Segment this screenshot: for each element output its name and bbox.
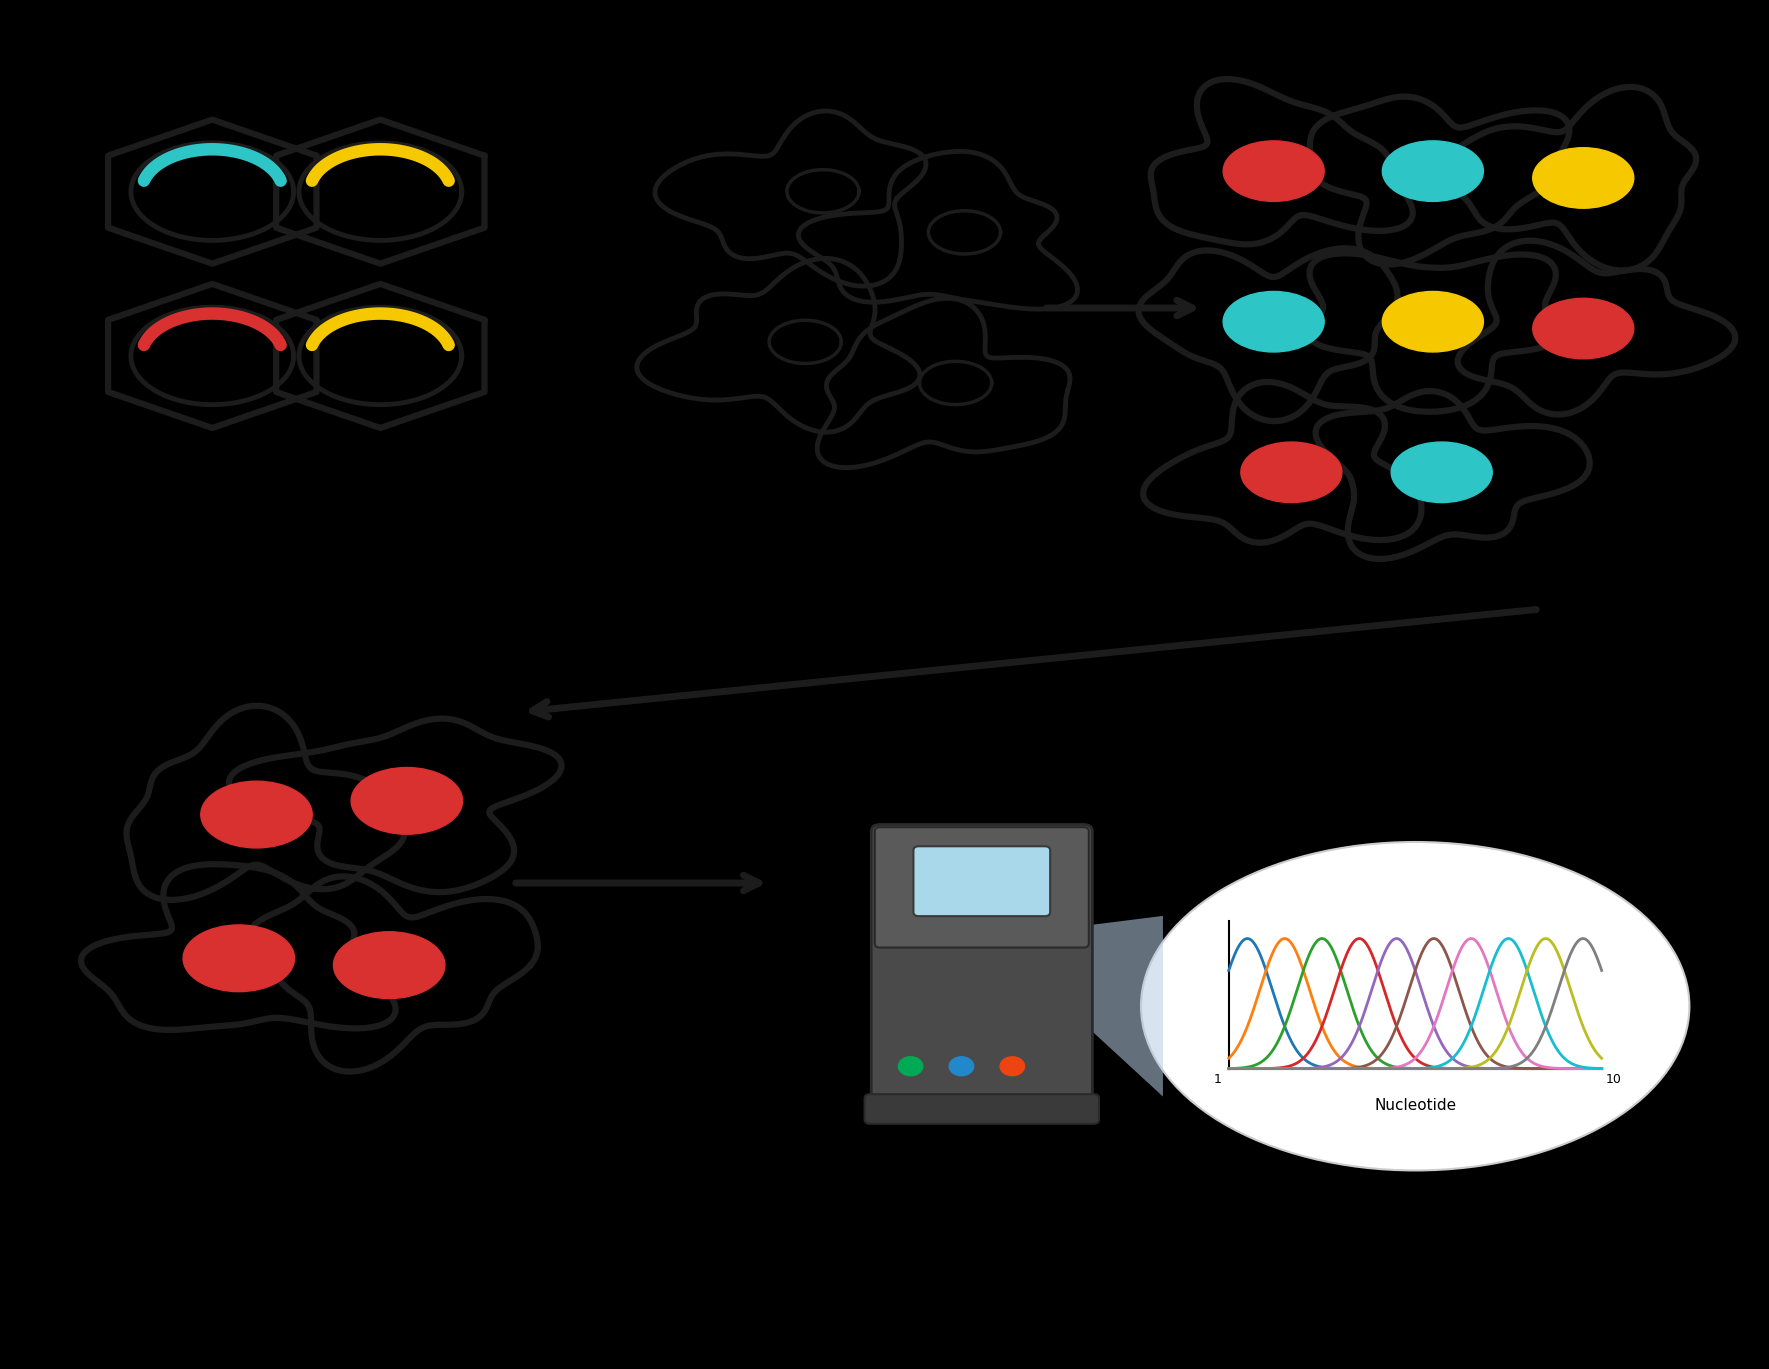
Text: 1: 1 xyxy=(1214,1073,1222,1086)
Ellipse shape xyxy=(1382,292,1484,352)
Ellipse shape xyxy=(1240,442,1343,502)
Ellipse shape xyxy=(1141,842,1689,1170)
Polygon shape xyxy=(1093,916,1162,1097)
Ellipse shape xyxy=(1222,141,1325,201)
Text: 10: 10 xyxy=(1604,1073,1620,1086)
FancyBboxPatch shape xyxy=(872,824,1093,1105)
FancyBboxPatch shape xyxy=(876,827,1090,947)
Ellipse shape xyxy=(200,782,311,847)
Ellipse shape xyxy=(1532,298,1635,359)
Ellipse shape xyxy=(1382,141,1484,201)
FancyBboxPatch shape xyxy=(865,1094,1099,1124)
Ellipse shape xyxy=(333,932,446,998)
Circle shape xyxy=(999,1057,1024,1076)
Ellipse shape xyxy=(350,768,463,834)
Text: Nucleotide: Nucleotide xyxy=(1375,1098,1456,1113)
Ellipse shape xyxy=(1390,442,1493,502)
Ellipse shape xyxy=(184,925,294,991)
Circle shape xyxy=(950,1057,973,1076)
FancyBboxPatch shape xyxy=(913,846,1051,916)
Circle shape xyxy=(899,1057,923,1076)
Ellipse shape xyxy=(1532,148,1635,208)
Ellipse shape xyxy=(1222,292,1325,352)
